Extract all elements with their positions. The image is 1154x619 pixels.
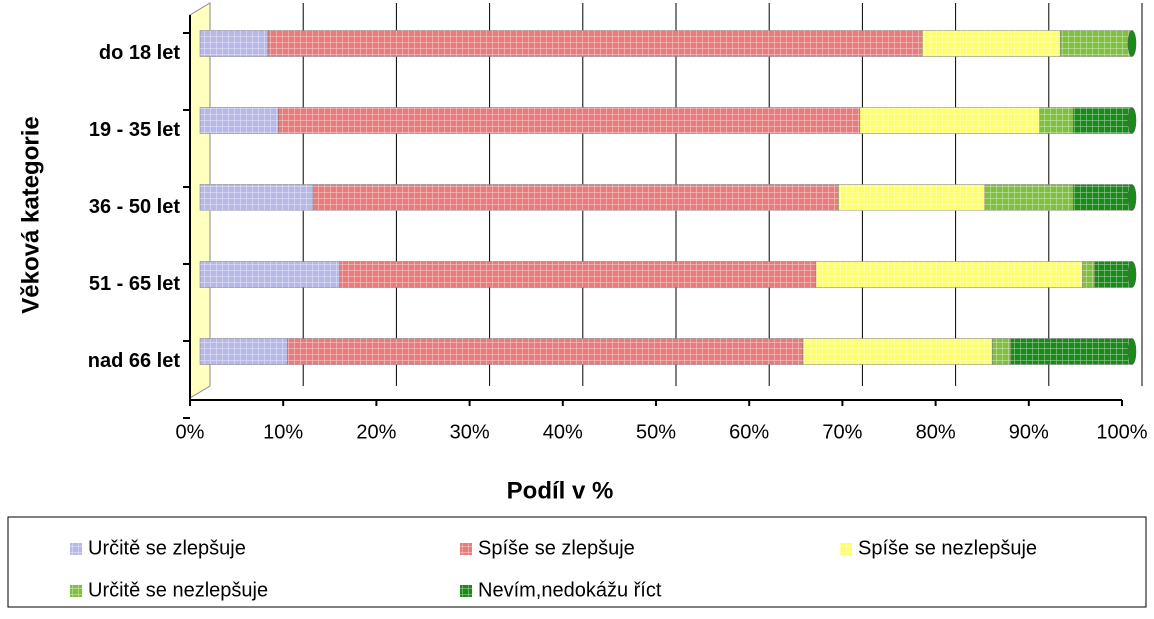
bar-texture: [200, 30, 269, 57]
x-tick-label: 80%: [916, 421, 956, 443]
bar-texture: [1010, 338, 1132, 365]
bar-texture: [200, 107, 279, 134]
legend-swatch-texture: [70, 543, 82, 555]
x-tick-label: 10%: [263, 421, 303, 443]
legend-label: Určitě se nezlepšuje: [88, 579, 268, 601]
bar-end: [1127, 30, 1137, 57]
x-tick-label: 40%: [543, 421, 583, 443]
y-tick-label: do 18 let: [99, 42, 180, 64]
y-tick-label: nad 66 let: [88, 350, 181, 372]
bar-end: [1127, 107, 1137, 134]
y-tick-label: 36 - 50 let: [89, 196, 181, 218]
x-tick-label: 30%: [450, 421, 490, 443]
legend-swatch-texture: [460, 543, 472, 555]
bar-texture: [1073, 107, 1132, 134]
bar-end: [1127, 338, 1137, 365]
legend-label: Určitě se zlepšuje: [88, 537, 246, 559]
bar-texture: [1073, 184, 1132, 211]
bar-texture: [992, 338, 1011, 365]
legend-swatch-texture: [460, 585, 472, 597]
bar-texture: [200, 338, 288, 365]
bar-texture: [1039, 107, 1074, 134]
legend-swatch-texture: [70, 585, 82, 597]
x-tick-label: 0%: [176, 421, 205, 443]
bar-texture: [922, 30, 1061, 57]
bar-end: [1127, 184, 1137, 211]
bar-texture: [200, 261, 340, 288]
bar-texture: [339, 261, 817, 288]
legend-swatch-texture: [840, 543, 852, 555]
legend-label: Spíše se zlepšuje: [478, 537, 635, 559]
bar-texture: [278, 107, 860, 134]
x-tick-label: 70%: [822, 421, 862, 443]
x-tick-label: 50%: [636, 421, 676, 443]
bar-texture: [312, 184, 839, 211]
bar-end: [1127, 261, 1137, 288]
x-tick-label: 90%: [1009, 421, 1049, 443]
bar-texture: [200, 184, 313, 211]
bar-texture: [1082, 261, 1095, 288]
y-tick-label: 19 - 35 let: [89, 119, 181, 141]
bar-texture: [984, 184, 1074, 211]
y-axis-title: Věková kategorie: [17, 116, 44, 313]
legend-box: [7, 516, 1147, 608]
bar-texture: [803, 338, 993, 365]
legend-label: Nevím,nedokážu říct: [478, 579, 662, 601]
bar-texture: [816, 261, 1083, 288]
bar-texture: [1060, 30, 1132, 57]
bar-texture: [1094, 261, 1132, 288]
legend-label: Spíše se nezlepšuje: [858, 537, 1037, 559]
x-tick-label: 100%: [1096, 421, 1147, 443]
x-axis-title: Podíl v %: [507, 477, 614, 504]
bar-texture: [859, 107, 1040, 134]
bar-texture: [287, 338, 804, 365]
bar-texture: [838, 184, 985, 211]
y-tick-label: 51 - 65 let: [89, 273, 181, 295]
x-tick-label: 60%: [729, 421, 769, 443]
x-tick-label: 20%: [356, 421, 396, 443]
bar-texture: [268, 30, 923, 57]
